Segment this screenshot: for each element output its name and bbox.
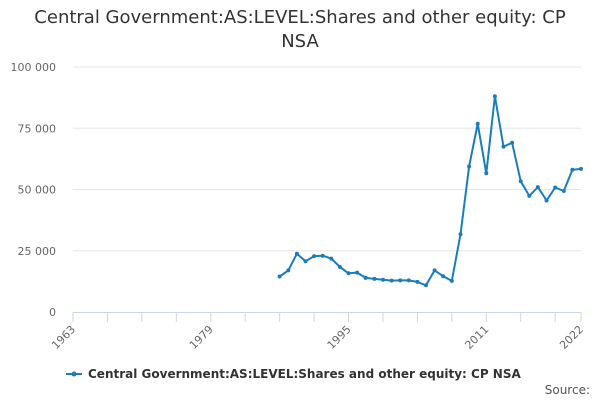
axis-layer: 0 25 000 50 000 75 000 100 000 1963 1979 1995 20… [11,61,587,352]
data-point[interactable] [415,279,420,284]
data-point[interactable] [406,278,411,283]
y-tick-label: 50 000 [18,184,57,197]
data-point[interactable] [320,253,325,258]
data-point[interactable] [346,271,351,276]
data-point[interactable] [561,189,566,193]
y-tick-label: 100 000 [11,61,57,74]
data-point[interactable] [467,164,472,169]
y-tick-label: 0 [49,306,56,319]
data-point[interactable] [553,185,558,190]
x-tick-label: 2022 [557,323,586,352]
grid-layer [73,66,581,252]
data-point[interactable] [286,268,291,273]
data-point[interactable] [294,251,299,256]
data-point[interactable] [518,179,523,184]
x-tick-label: 1995 [325,323,354,352]
chart-title: Central Government:AS:LEVEL:Shares and o… [34,7,566,52]
data-point[interactable] [579,166,583,171]
data-point[interactable] [510,140,515,145]
x-tick-label: 1963 [49,323,78,352]
data-point[interactable] [527,193,532,198]
data-point[interactable] [312,254,317,259]
legend[interactable]: Central Government:AS:LEVEL:Shares and o… [66,367,521,381]
data-point[interactable] [303,259,308,264]
legend-marker-icon [71,371,77,377]
data-point[interactable] [535,185,540,190]
series-layer [277,94,583,288]
data-point[interactable] [372,276,377,281]
data-point[interactable] [432,268,437,273]
data-point[interactable] [484,171,489,176]
y-tick-label: 75 000 [18,122,57,135]
data-point[interactable] [570,167,575,172]
x-tick-label: 1979 [187,323,216,352]
data-point[interactable] [458,232,463,237]
data-point[interactable] [501,144,506,149]
data-point[interactable] [492,94,497,99]
data-point[interactable] [389,278,394,283]
series-line[interactable] [278,95,582,287]
data-point[interactable] [441,274,446,279]
data-point[interactable] [363,275,368,280]
legend-label[interactable]: Central Government:AS:LEVEL:Shares and o… [88,367,521,381]
data-point[interactable] [544,198,549,203]
data-point[interactable] [337,264,342,269]
data-point[interactable] [475,121,480,126]
data-point[interactable] [449,278,454,283]
data-point[interactable] [329,256,334,261]
source-label: Source: [545,383,590,397]
data-point[interactable] [381,277,385,282]
x-tick-label: 2011 [462,323,491,352]
data-point[interactable] [398,278,403,283]
data-point[interactable] [355,270,360,275]
data-point[interactable] [424,283,428,288]
y-tick-label: 25 000 [18,245,57,258]
data-point[interactable] [277,274,282,279]
